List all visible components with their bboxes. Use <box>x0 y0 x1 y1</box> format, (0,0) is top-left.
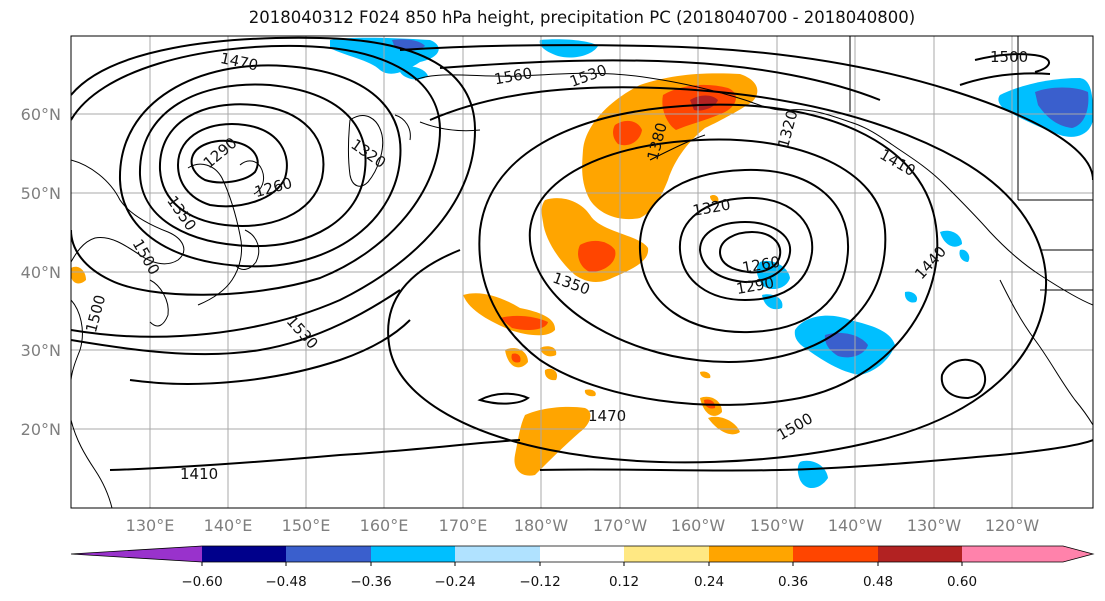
lon-label: 170°E <box>439 516 488 535</box>
colorbar-tick-label: −0.48 <box>265 574 306 590</box>
colorbar-tick-labels: −0.60 −0.48 −0.36 −0.24 −0.12 0.12 0.24 … <box>181 574 977 590</box>
lon-label: 160°W <box>671 516 726 535</box>
colorbar-segment <box>71 546 202 562</box>
colorbar-tick-label: 0.48 <box>863 574 893 590</box>
colorbar-segment <box>540 546 624 562</box>
lon-label: 140°E <box>204 516 253 535</box>
colorbar-segment <box>455 546 540 562</box>
coastlines <box>71 36 1093 508</box>
lat-label: 40°N <box>21 263 61 282</box>
lon-label: 160°E <box>360 516 409 535</box>
contour-label: 1500 <box>990 48 1028 66</box>
colorbar-tick-label: −0.12 <box>519 574 560 590</box>
colorbar-tick-label: −0.24 <box>434 574 475 590</box>
lon-label: 130°E <box>126 516 175 535</box>
lat-label: 30°N <box>21 341 61 360</box>
colorbar-tick-label: −0.36 <box>350 574 391 590</box>
lon-label: 120°W <box>985 516 1040 535</box>
lon-label: 170°W <box>593 516 648 535</box>
contour-label: 1470 <box>588 407 626 425</box>
graticule <box>71 36 1093 508</box>
colorbar-tick-label: 0.24 <box>694 574 724 590</box>
colorbar-segment <box>286 546 371 562</box>
lon-label: 130°W <box>907 516 962 535</box>
lat-label: 50°N <box>21 184 61 203</box>
contour-label: 1410 <box>180 465 218 483</box>
colorbar <box>70 545 1095 566</box>
lon-label: 140°W <box>828 516 883 535</box>
lon-label: 150°W <box>750 516 805 535</box>
colorbar-tick-label: 0.12 <box>609 574 639 590</box>
precipitation-shading <box>71 37 1093 489</box>
colorbar-segment <box>962 546 1093 562</box>
colorbar-segment <box>793 546 878 562</box>
colorbar-segment <box>624 546 709 562</box>
colorbar-tick-label: 0.36 <box>778 574 808 590</box>
height-contours <box>71 36 1093 472</box>
lon-label: 180°W <box>514 516 569 535</box>
colorbar-segment <box>878 546 962 562</box>
colorbar-segment <box>202 546 286 562</box>
latitude-labels: 60°N 50°N 40°N 30°N 20°N <box>21 105 61 439</box>
map-frame <box>70 35 1094 509</box>
colorbar-tick-label: −0.60 <box>181 574 222 590</box>
lon-label: 150°E <box>282 516 331 535</box>
lat-label: 60°N <box>21 105 61 124</box>
lat-label: 20°N <box>21 420 61 439</box>
colorbar-segment <box>709 546 793 562</box>
map-title: 2018040312 F024 850 hPa height, precipit… <box>248 8 916 27</box>
colorbar-tick-label: 0.60 <box>947 574 977 590</box>
colorbar-segment <box>371 546 455 562</box>
longitude-labels: 130°E 140°E 150°E 160°E 170°E 180°W 170°… <box>126 516 1040 535</box>
